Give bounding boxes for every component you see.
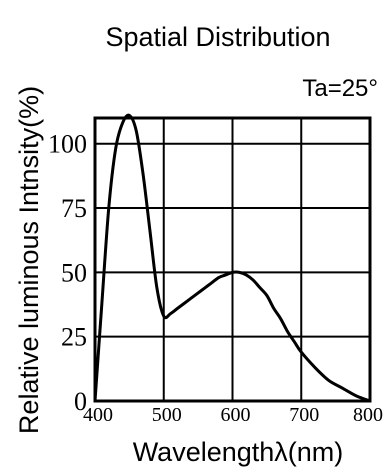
y-tick-label: 100 — [48, 130, 87, 159]
x-tick-label: 800 — [353, 404, 383, 426]
series-line — [93, 113, 371, 403]
y-axis-label: Relative luminous Intnsity(%) — [14, 86, 44, 434]
grid-lines — [95, 118, 370, 401]
y-tick-labels: 0 25 50 75 100 — [48, 130, 87, 416]
x-axis-label: Wavelengthλ(nm) — [133, 437, 344, 467]
y-tick-label: 0 — [74, 387, 87, 416]
x-tick-label: 400 — [83, 404, 113, 426]
temperature-annotation: Ta=25° — [302, 75, 378, 102]
x-tick-label: 500 — [152, 404, 182, 426]
y-tick-label: 50 — [61, 258, 87, 287]
y-tick-label: 75 — [61, 194, 87, 223]
plot-frame — [93, 116, 372, 403]
x-tick-label: 600 — [221, 404, 251, 426]
chart-title: Spatial Distribution — [105, 22, 330, 52]
y-tick-label: 25 — [61, 323, 87, 352]
x-tick-label: 700 — [289, 404, 319, 426]
x-tick-labels: 400 500 600 700 800 — [83, 404, 383, 426]
